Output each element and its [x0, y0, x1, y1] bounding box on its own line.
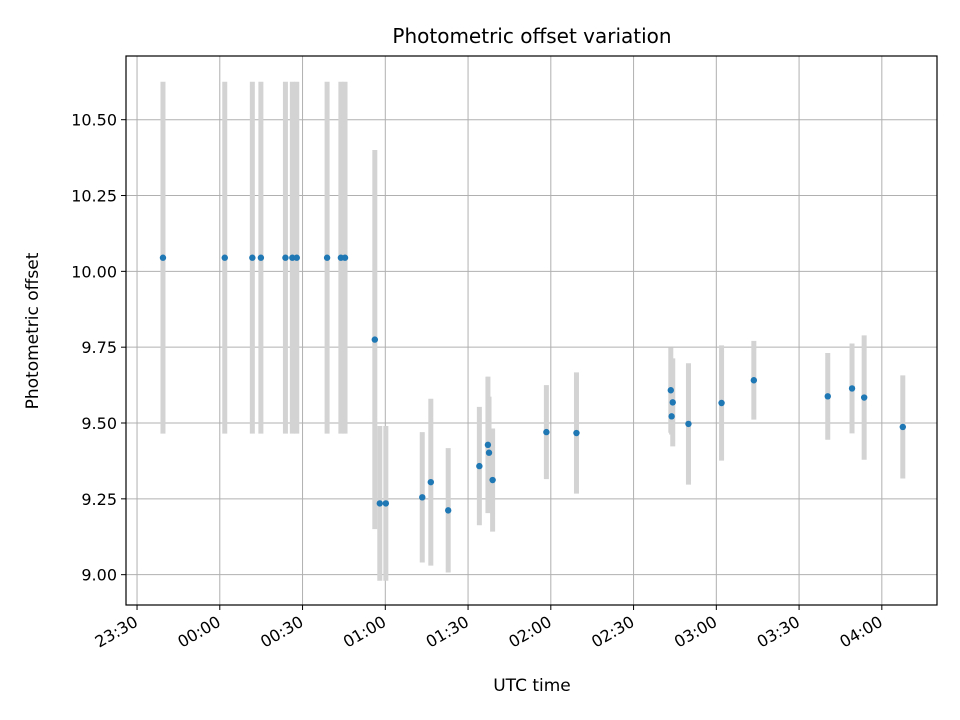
y-tick-label: 10.50	[71, 111, 117, 130]
y-tick-label: 10.25	[71, 187, 117, 206]
data-point	[293, 254, 300, 261]
y-tick-label: 9.00	[81, 566, 117, 585]
data-point	[685, 420, 692, 428]
data-point	[824, 393, 831, 400]
data-point	[543, 428, 550, 436]
y-tick-label: 10.00	[71, 262, 117, 281]
grid-lines	[126, 56, 937, 605]
plot-frame	[125, 55, 938, 606]
data-point	[323, 254, 331, 261]
data-point	[221, 254, 228, 261]
data-point	[159, 254, 167, 261]
data-point	[427, 478, 435, 486]
y-axis-ticks: 9.00 9.25 9.50 9.75 10.00 10.25 10.50	[71, 111, 126, 585]
data-point	[249, 254, 256, 261]
data-point	[376, 500, 383, 507]
data-point	[860, 394, 868, 401]
data-point	[257, 254, 265, 261]
data-point	[485, 449, 493, 456]
data-point	[573, 429, 580, 437]
y-tick-label: 9.25	[81, 490, 117, 509]
data-point	[282, 254, 289, 261]
data-point	[476, 462, 483, 470]
data-point	[341, 254, 349, 261]
data-point	[444, 507, 452, 514]
data-point	[848, 385, 856, 392]
data-point	[371, 336, 379, 343]
data-point	[484, 441, 492, 449]
data-point	[382, 500, 390, 507]
data-point	[669, 399, 676, 406]
data-points	[159, 254, 906, 514]
data-point	[668, 413, 675, 420]
x-axis-label: UTC time	[493, 676, 571, 696]
data-point	[419, 494, 426, 501]
data-point	[489, 476, 496, 484]
y-tick-label: 9.50	[81, 414, 117, 433]
y-tick-label: 9.75	[81, 338, 117, 357]
y-axis-label: Photometric offset	[23, 252, 43, 409]
data-point	[667, 387, 675, 394]
data-point	[899, 423, 906, 431]
data-point	[718, 399, 725, 407]
data-point	[750, 377, 758, 384]
data-point	[289, 254, 296, 261]
chart-title: Photometric offset variation	[392, 24, 671, 48]
